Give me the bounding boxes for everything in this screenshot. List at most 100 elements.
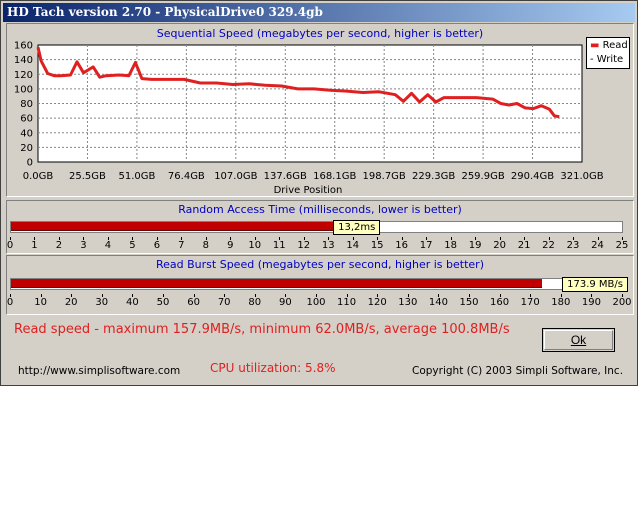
- legend-write: - Write: [590, 54, 624, 65]
- random-access-tick-mark: [34, 237, 36, 240]
- burst-tick-mark: [622, 294, 623, 297]
- burst-tick-label: 160: [490, 297, 510, 308]
- burst-tick-label: 150: [459, 297, 479, 308]
- random-access-tick-mark: [597, 237, 599, 240]
- read-series-line: [36, 46, 560, 119]
- random-access-tick-mark: [107, 237, 109, 240]
- random-access-tick-mark: [181, 237, 183, 240]
- burst-tick-label: 80: [248, 297, 262, 308]
- burst-tick-mark: [499, 294, 501, 297]
- random-access-tick-label: 0: [6, 240, 14, 251]
- ok-button[interactable]: Ok: [542, 328, 615, 352]
- random-access-tick-mark: [328, 237, 330, 240]
- burst-tick-mark: [377, 294, 379, 297]
- x-tick-label: 25.5GB: [69, 171, 106, 182]
- random-access-tick-label: 11: [272, 240, 286, 251]
- random-access-tick-mark: [58, 237, 60, 240]
- random-access-tick-mark: [205, 237, 207, 240]
- burst-title: Read Burst Speed (megabytes per second, …: [156, 258, 484, 271]
- random-access-tick-mark: [303, 237, 305, 240]
- random-access-tick-label: 8: [202, 240, 210, 251]
- random-access-tick-mark: [499, 237, 501, 240]
- burst-tick-label: 190: [581, 297, 601, 308]
- hdtach-window: HD Tach version 2.70 - PhysicalDrive0 32…: [0, 0, 638, 386]
- burst-tick-mark: [438, 294, 440, 297]
- y-tick-label: 0: [27, 158, 33, 169]
- copyright-text: Copyright (C) 2003 Simpli Software, Inc.: [412, 365, 624, 377]
- random-access-tick-label: 5: [129, 240, 136, 251]
- random-access-tick-label: 2: [55, 240, 63, 251]
- random-access-tick-label: 14: [346, 240, 360, 251]
- burst-tick-label: 130: [398, 297, 418, 308]
- random-access-tick-label: 22: [542, 240, 555, 251]
- x-tick-label: 0.0GB: [23, 171, 54, 182]
- random-access-tick-mark: [132, 237, 134, 240]
- random-access-tick-label: 12: [297, 240, 311, 251]
- burst-tick-label: 10: [34, 297, 47, 308]
- random-access-tick-mark: [524, 237, 526, 240]
- random-access-tick-mark: [426, 237, 428, 240]
- y-tick-label: 60: [20, 114, 33, 125]
- random-access-value: 13,2ms: [333, 220, 381, 235]
- random-access-tick-mark: [401, 237, 403, 240]
- legend-read: ▬ Read: [590, 40, 628, 51]
- random-access-tick-label: 9: [227, 240, 234, 251]
- y-tick-label: 120: [14, 70, 33, 81]
- random-access-tick-label: 6: [153, 240, 161, 251]
- random-access-tick-mark: [10, 237, 11, 240]
- ok-label: Ok: [570, 333, 587, 347]
- burst-tick-mark: [224, 294, 226, 297]
- title-bar[interactable]: HD Tach version 2.70 - PhysicalDrive0 32…: [3, 3, 635, 22]
- y-tick-label: 160: [14, 41, 33, 52]
- random-access-tick-label: 17: [419, 240, 433, 251]
- burst-speed-panel: Read Burst Speed (megabytes per second, …: [6, 255, 634, 315]
- random-access-tick-label: 7: [178, 240, 185, 251]
- burst-tick-mark: [560, 294, 562, 297]
- random-access-tick-mark: [156, 237, 158, 240]
- burst-tick-mark: [285, 294, 287, 297]
- x-tick-label: 51.0GB: [118, 171, 155, 182]
- x-tick-label: 290.4GB: [511, 171, 554, 182]
- website-link[interactable]: http://www.simplisoftware.com: [18, 365, 181, 377]
- random-access-tick-mark: [622, 237, 623, 240]
- sequential-title: Sequential Speed (megabytes per second, …: [156, 27, 484, 40]
- burst-tick-label: 0: [6, 297, 14, 308]
- random-access-tick-mark: [377, 237, 379, 240]
- chart-legend: ▬ Read - Write: [586, 37, 630, 69]
- burst-tick-mark: [40, 294, 42, 297]
- burst-tick-label: 70: [217, 297, 231, 308]
- random-access-panel: Random Access Time (milliseconds, lower …: [6, 200, 634, 254]
- x-tick-label: 137.6GB: [264, 171, 307, 182]
- sequential-speed-panel: Sequential Speed (megabytes per second, …: [6, 23, 634, 197]
- burst-tick-mark: [10, 294, 11, 297]
- x-tick-label: 259.9GB: [461, 171, 504, 182]
- burst-tick-mark: [530, 294, 532, 297]
- x-tick-label: 229.3GB: [412, 171, 455, 182]
- random-access-tick-mark: [573, 237, 575, 240]
- burst-tick-mark: [469, 294, 470, 297]
- burst-tick-label: 50: [156, 297, 170, 308]
- random-access-tick-label: 3: [80, 240, 87, 251]
- burst-tick-label: 90: [279, 297, 292, 308]
- random-access-tick-label: 18: [444, 240, 457, 251]
- x-tick-label: 168.1GB: [313, 171, 356, 182]
- burst-bar: [11, 279, 543, 288]
- burst-tick-label: 170: [520, 297, 540, 308]
- random-access-tick-mark: [279, 237, 281, 240]
- burst-tick-label: 140: [428, 297, 448, 308]
- random-access-tick-label: 19: [468, 240, 482, 251]
- read-speed-summary: Read speed - maximum 157.9MB/s, minimum …: [14, 322, 510, 337]
- random-access-tick-label: 13: [321, 240, 335, 251]
- burst-tick-mark: [101, 294, 103, 297]
- random-access-tick-label: 25: [615, 240, 629, 251]
- burst-tick-mark: [407, 294, 409, 297]
- burst-tick-label: 120: [367, 297, 387, 308]
- burst-tick-label: 40: [126, 297, 139, 308]
- burst-tick-label: 60: [187, 297, 200, 308]
- random-access-tick-mark: [352, 237, 354, 240]
- x-tick-label: 321.0GB: [560, 171, 603, 182]
- y-tick-label: 80: [20, 99, 33, 110]
- burst-value: 173.9 MB/s: [562, 277, 628, 292]
- burst-tick-label: 180: [551, 297, 571, 308]
- random-access-tick-label: 10: [248, 240, 262, 251]
